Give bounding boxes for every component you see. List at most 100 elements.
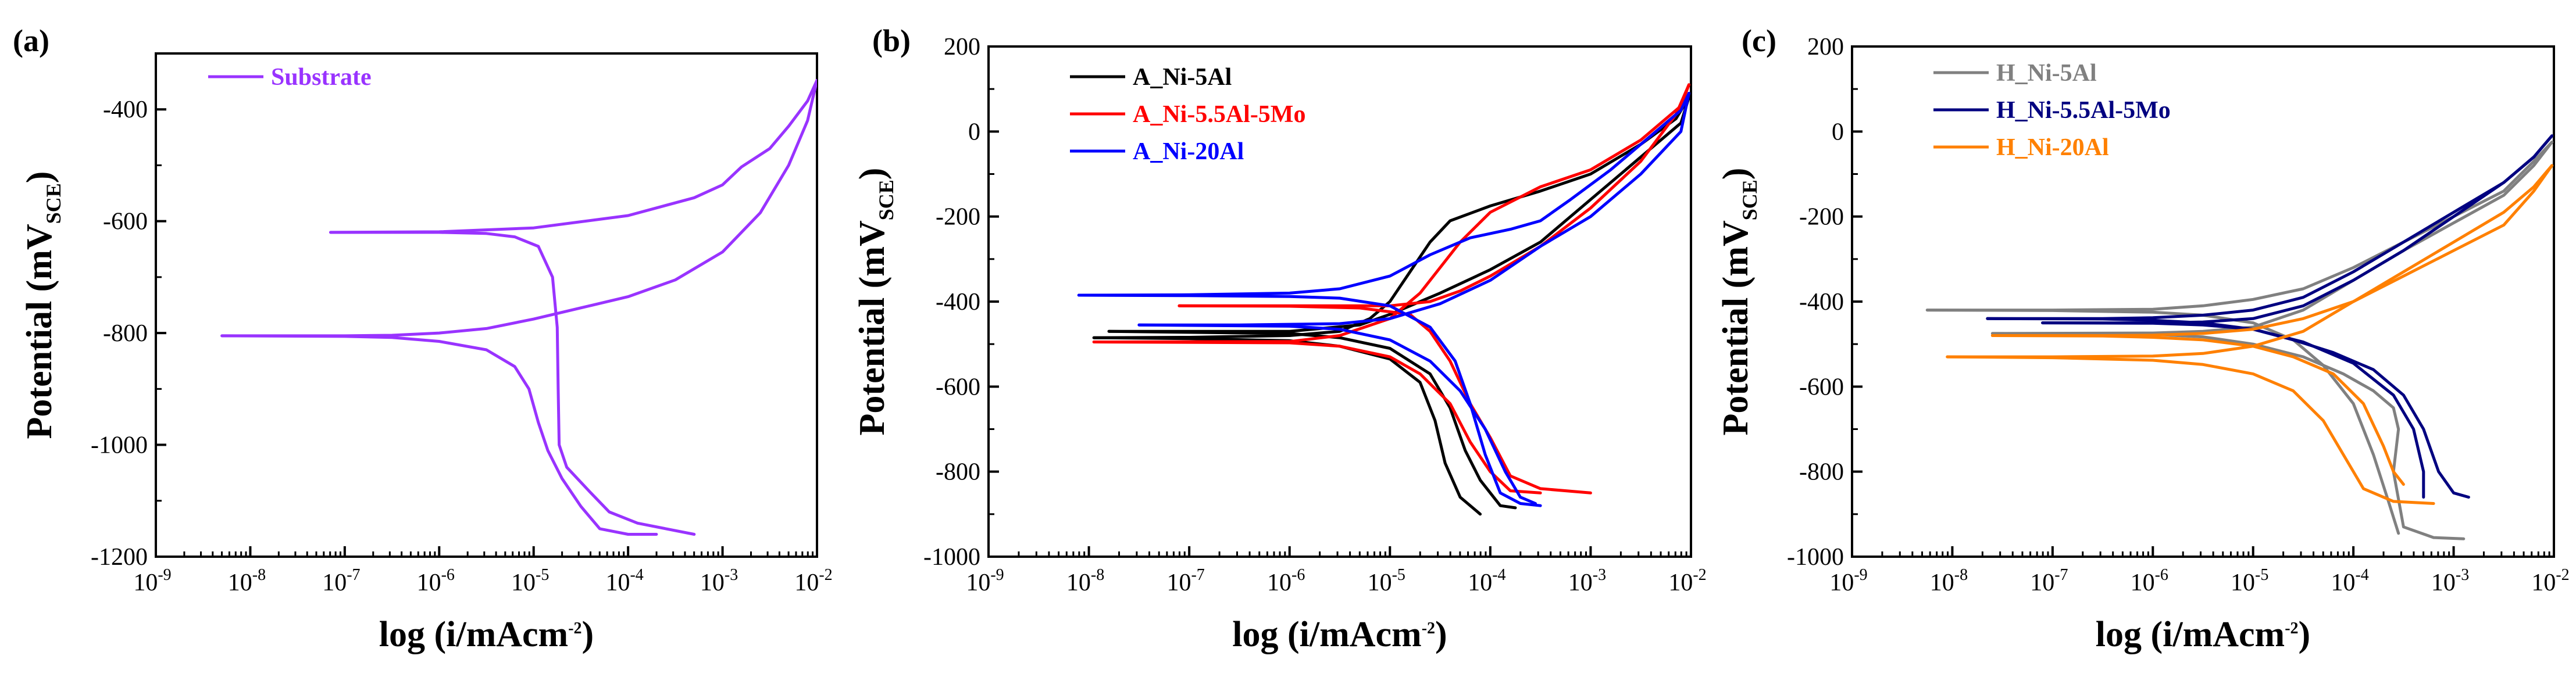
- series-line-H_Ni-5.5Al-5Mo: [1986, 134, 2554, 320]
- series-line-A_Ni-20Al: [1137, 323, 1537, 505]
- legend-label: A_Ni-5.5Al-5Mo: [1133, 101, 1305, 128]
- panel-c: (c) 10-9 10-8 10-7 10-6 10-5 10-4 10-3 10-2 -1000…: [1716, 23, 2570, 654]
- x-tick-label: 10-9: [966, 566, 1004, 596]
- x-axis: 10-9 10-8 10-7 10-6 10-5 10-4 10-3 10-2: [133, 546, 833, 596]
- data-series-group: [1077, 83, 1690, 516]
- x-tick-label: 10-8: [1066, 566, 1104, 596]
- series-line-A_Ni-5Al: [1107, 329, 1517, 510]
- x-tick-label: 10-3: [1568, 566, 1606, 596]
- x-tick-label: 10-2: [794, 566, 832, 596]
- data-series-group: [1925, 134, 2554, 540]
- series-line-A_Ni-5Al: [1092, 96, 1690, 339]
- plot-frame: [987, 45, 1692, 558]
- panel-label: (c): [1742, 23, 1776, 58]
- y-tick-label: -1200: [91, 544, 148, 571]
- panel-label: (b): [872, 23, 911, 58]
- y-tick-label: -1000: [1787, 544, 1844, 571]
- x-tick-label: 10-4: [2331, 566, 2368, 596]
- x-tick-label: 10-6: [417, 566, 455, 596]
- x-tick-label: 10-4: [1468, 566, 1505, 596]
- series-line-H_Ni-5Al: [1990, 332, 2466, 540]
- series-line-H_Ni-20Al: [1990, 164, 2554, 337]
- y-axis: -1000 -800 -600 -400 -200 0 200: [1787, 34, 1863, 571]
- y-tick-label: 200: [1807, 34, 1844, 60]
- series-line-H_Ni-20Al: [1990, 334, 2405, 486]
- x-tick-label: 10-2: [2531, 566, 2569, 596]
- x-tick-label: 10-6: [1267, 566, 1305, 596]
- series-line-A_Ni-5.5Al-5Mo: [1178, 304, 1592, 494]
- legend: Substrate: [208, 64, 372, 91]
- x-tick-label: 10-7: [1166, 566, 1204, 596]
- y-tick-label: -1000: [91, 432, 148, 459]
- panel-b: (b) 10-9 10-8 10-7 10-6 10-5 10-4 10-3 10-2 -1000…: [852, 23, 1707, 654]
- series-line-A_Ni-5.5Al-5Mo: [1178, 83, 1690, 307]
- x-tick-label: 10-6: [2131, 566, 2168, 596]
- series-line-A_Ni-20Al: [1077, 92, 1690, 297]
- plot-frame: [1851, 45, 2555, 558]
- y-tick-label: -200: [936, 204, 980, 231]
- x-tick-label: 10-5: [2231, 566, 2268, 596]
- x-axis-title: log (i/mAcm-2): [2096, 615, 2310, 654]
- series-line-H_Ni-20Al: [1946, 355, 2435, 505]
- series-line-H_Ni-5.5Al-5Mo: [2041, 134, 2554, 325]
- legend-label: Substrate: [271, 64, 372, 91]
- series-line-H_Ni-20Al: [1946, 164, 2554, 359]
- x-tick-label: 10-5: [511, 566, 549, 596]
- x-axis: 10-9 10-8 10-7 10-6 10-5 10-4 10-3 10-2: [966, 546, 1707, 596]
- y-tick-label: -600: [1799, 374, 1844, 400]
- y-tick-label: -800: [1799, 459, 1844, 486]
- series-line-H_Ni-5Al: [1925, 309, 2400, 535]
- x-axis: 10-9 10-8 10-7 10-6 10-5 10-4 10-3 10-2: [1829, 546, 2570, 596]
- y-tick-label: 0: [968, 119, 980, 145]
- x-tick-label: 10-8: [1930, 566, 1968, 596]
- x-tick-label: 10-7: [2030, 566, 2068, 596]
- series-line-Substrate: [220, 78, 817, 338]
- series-line-H_Ni-5.5Al-5Mo: [1986, 317, 2425, 499]
- legend-label: H_Ni-5Al: [1996, 60, 2097, 87]
- x-tick-label: 10-8: [228, 566, 266, 596]
- x-tick-label: 10-7: [322, 566, 360, 596]
- y-tick-label: -400: [103, 96, 148, 123]
- y-tick-label: -400: [936, 289, 980, 316]
- y-tick-label: -800: [936, 459, 980, 486]
- y-axis-title: Potential (mVSCE): [852, 168, 898, 436]
- legend-label: A_Ni-20Al: [1133, 138, 1244, 165]
- panel-label: (a): [13, 23, 49, 58]
- legend-label: A_Ni-5Al: [1133, 64, 1232, 91]
- legend-label: H_Ni-20Al: [1996, 134, 2109, 161]
- series-line-A_Ni-20Al: [1137, 92, 1690, 327]
- x-tick-label: 10-9: [1829, 566, 1867, 596]
- x-tick-label: 10-4: [605, 566, 643, 596]
- plot-frame: [155, 52, 818, 558]
- y-tick-label: -400: [1799, 289, 1844, 316]
- series-line-A_Ni-20Al: [1077, 293, 1542, 507]
- series-line-A_Ni-5.5Al-5Mo: [1092, 341, 1542, 494]
- series-line-Substrate: [329, 231, 696, 536]
- x-tick-label: 10-3: [2431, 566, 2469, 596]
- series-line-H_Ni-5.5Al-5Mo: [2041, 321, 2470, 499]
- x-tick-label: 10-9: [133, 566, 171, 596]
- legend: A_Ni-5Al A_Ni-5.5Al-5Mo A_Ni-20Al: [1070, 64, 1305, 165]
- y-tick-label: -600: [936, 374, 980, 400]
- y-tick-label: -600: [103, 209, 148, 235]
- y-axis: -1200 -1000 -800 -600 -400: [91, 96, 166, 571]
- series-line-H_Ni-5Al: [1925, 141, 2554, 312]
- y-axis-title: Potential (mVSCE): [20, 171, 65, 439]
- y-tick-label: 200: [944, 34, 980, 60]
- series-line-Substrate: [220, 334, 658, 536]
- y-axis-title: Potential (mVSCE): [1716, 168, 1761, 436]
- y-tick-label: -800: [103, 320, 148, 347]
- y-axis: -1000 -800 -600 -400 -200 0 200: [923, 34, 999, 571]
- x-axis-title: log (i/mAcm-2): [1232, 615, 1447, 654]
- panel-a: (a) 10-9 10-8 10-7 10-6 10-5 10-4 10-3 10-2 -1200…: [13, 23, 833, 654]
- x-tick-label: 10-5: [1368, 566, 1405, 596]
- x-tick-label: 10-2: [1668, 566, 1706, 596]
- series-line-Substrate: [329, 78, 817, 234]
- y-tick-label: -200: [1799, 204, 1844, 231]
- y-tick-label: -1000: [923, 544, 980, 571]
- legend: H_Ni-5Al H_Ni-5.5Al-5Mo H_Ni-20Al: [1933, 60, 2171, 161]
- y-tick-label: 0: [1832, 119, 1844, 145]
- data-series-group: [220, 78, 817, 536]
- series-line-A_Ni-5Al: [1092, 336, 1482, 516]
